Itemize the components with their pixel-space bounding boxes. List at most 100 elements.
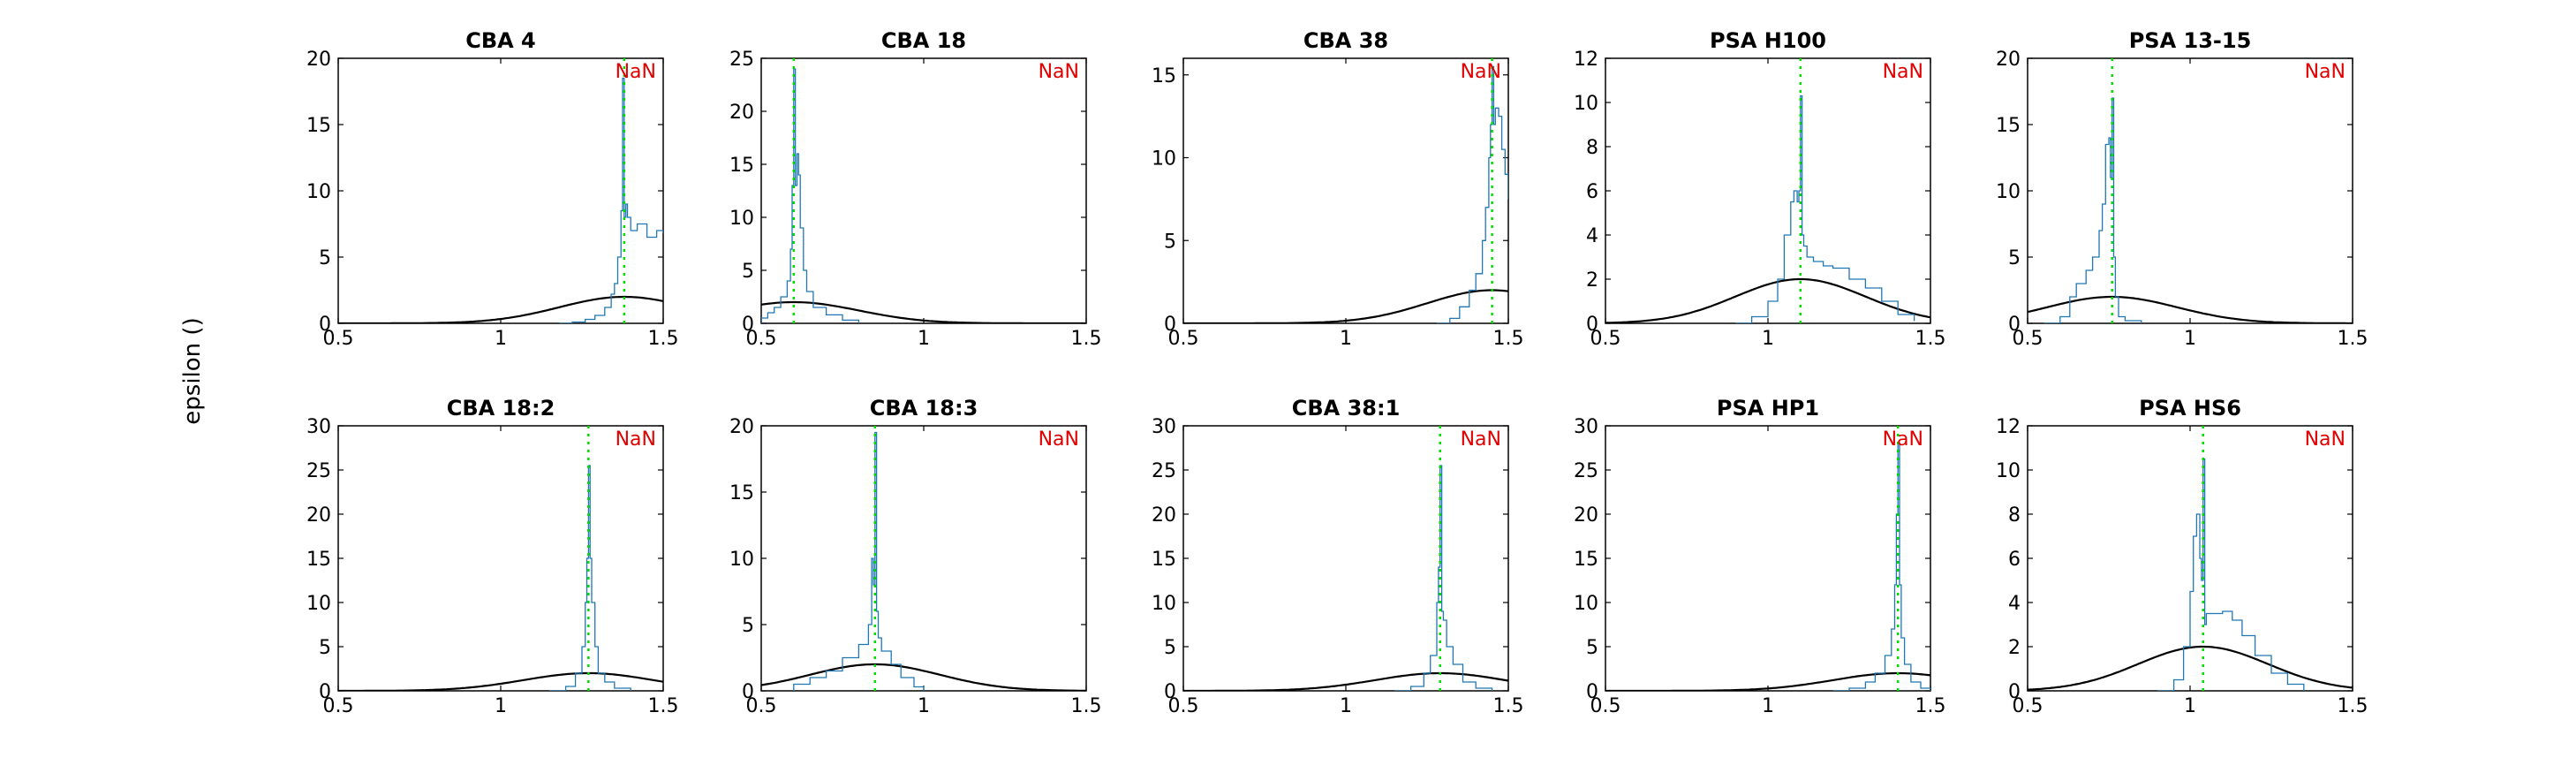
axes-box — [2027, 57, 2353, 324]
x-tick-label: 0.5 — [2013, 328, 2043, 350]
y-tick-label: 5 — [319, 637, 331, 659]
subplot-2: CBA 18 0.5 1 1.5 0 5 10 15 20 25 NaN — [729, 28, 1102, 350]
gaussian-fit-line — [1183, 671, 1508, 691]
histogram-series — [1394, 465, 1493, 691]
subplot-title: CBA 4 — [465, 28, 536, 53]
subplot-title: CBA 18:3 — [870, 396, 978, 421]
y-tick-label: 5 — [319, 247, 331, 269]
subplot-5: PSA 13-15 0.5 1 1.5 0 5 10 15 20 NaN — [1996, 28, 2368, 350]
gaussian-fit-line — [338, 295, 663, 323]
y-tick-label: 4 — [2008, 593, 2021, 615]
y-tick-label: 0 — [319, 314, 331, 336]
axes-box — [1182, 57, 1509, 324]
x-tick-label: 1.5 — [2338, 695, 2368, 717]
axes-box — [1605, 425, 1931, 692]
y-tick-label: 25 — [729, 49, 754, 71]
nan-annotation: NaN — [1039, 428, 1079, 451]
subplot-9: PSA HP1 0.5 1 1.5 0 5 10 15 20 25 30 NaN — [1574, 396, 1946, 717]
axes-box — [337, 57, 664, 324]
nan-annotation: NaN — [616, 61, 656, 83]
nan-annotation: NaN — [616, 428, 656, 451]
x-tick-label: 1.5 — [2338, 328, 2368, 350]
x-tick-label: 1 — [495, 695, 507, 717]
x-tick-label: 0.5 — [746, 695, 777, 717]
y-tick-label: 0 — [319, 681, 331, 703]
x-tick-label: 0.5 — [1590, 328, 1621, 350]
subplot-title: CBA 18:2 — [447, 396, 555, 421]
x-tick-label: 0.5 — [323, 695, 354, 717]
y-tick-label: 20 — [306, 49, 331, 71]
gaussian-fit-line — [2028, 295, 2353, 323]
y-tick-label: 12 — [1996, 416, 2021, 438]
nan-annotation: NaN — [1883, 61, 1923, 83]
y-tick-label: 25 — [306, 460, 331, 482]
x-tick-label: 0.5 — [323, 328, 354, 350]
x-tick-label: 0.5 — [746, 328, 777, 350]
y-tick-label: 5 — [1164, 231, 1176, 253]
y-tick-label: 15 — [729, 155, 754, 177]
y-tick-label: 10 — [1152, 593, 1176, 615]
x-tick-label: 0.5 — [2013, 695, 2043, 717]
y-tick-label: 10 — [1574, 593, 1598, 615]
nan-annotation: NaN — [2305, 61, 2346, 83]
subplot-title: PSA HS6 — [2139, 396, 2241, 421]
y-tick-label: 20 — [306, 504, 331, 527]
x-tick-label: 0.5 — [1590, 695, 1621, 717]
y-tick-label: 5 — [1586, 637, 1598, 659]
x-tick-label: 1.5 — [1915, 328, 1946, 350]
histogram-series — [1437, 65, 1508, 323]
x-tick-label: 1.5 — [648, 695, 679, 717]
subplot-7: CBA 18:3 0.5 1 1.5 0 5 10 15 20 NaN — [729, 396, 1102, 717]
nan-annotation: NaN — [1039, 61, 1079, 83]
y-tick-label: 0 — [2008, 314, 2021, 336]
x-tick-label: 1 — [2184, 695, 2196, 717]
nan-annotation: NaN — [1883, 428, 1923, 451]
y-tick-label: 25 — [1574, 460, 1598, 482]
gaussian-fit-line — [1605, 277, 1930, 323]
y-tick-label: 30 — [1574, 416, 1598, 438]
y-axis-label: epsilon () — [179, 317, 206, 424]
y-tick-label: 15 — [1152, 549, 1176, 571]
nan-annotation: NaN — [2305, 428, 2346, 451]
histogram-series — [559, 77, 663, 323]
y-tick-label: 20 — [1996, 49, 2021, 71]
histogram-series — [2043, 97, 2142, 323]
y-tick-label: 10 — [306, 593, 331, 615]
subplot-1: CBA 4 0.5 1 1.5 0 5 10 15 20 NaN — [306, 28, 679, 350]
x-tick-label: 1.5 — [1915, 695, 1946, 717]
y-tick-label: 5 — [742, 261, 754, 283]
y-tick-label: 10 — [1996, 181, 2021, 203]
x-tick-label: 1 — [1762, 328, 1774, 350]
y-tick-label: 4 — [1586, 225, 1598, 247]
gaussian-fit-line — [761, 663, 1086, 691]
y-tick-label: 15 — [306, 115, 331, 137]
x-tick-label: 1.5 — [648, 328, 679, 350]
y-tick-label: 30 — [1152, 416, 1176, 438]
subplot-4: PSA H100 0.5 1 1.5 0 2 4 6 8 10 12 NaN — [1574, 28, 1946, 350]
y-tick-label: 10 — [1996, 460, 2021, 482]
x-tick-label: 1.5 — [1071, 695, 1102, 717]
subplot-10: PSA HS6 0.5 1 1.5 0 2 4 6 8 10 12 NaN — [1996, 396, 2368, 717]
histogram-series — [761, 68, 860, 323]
y-tick-label: 10 — [729, 549, 754, 571]
subplot-6: CBA 18:2 0.5 1 1.5 0 5 10 15 20 25 30 NaN — [306, 396, 679, 717]
subplot-3: CBA 38 0.5 1 1.5 0 5 10 15 NaN — [1152, 28, 1524, 350]
y-tick-label: 20 — [729, 102, 754, 124]
x-tick-label: 1.5 — [1493, 328, 1524, 350]
subplot-title: PSA 13-15 — [2129, 28, 2252, 53]
x-tick-label: 0.5 — [1168, 695, 1199, 717]
y-tick-label: 0 — [742, 681, 754, 703]
y-tick-label: 5 — [1164, 637, 1176, 659]
gaussian-fit-line — [1183, 289, 1508, 323]
axes-box — [2027, 425, 2353, 692]
gaussian-fit-line — [761, 300, 1086, 323]
histogram-series — [1735, 95, 1915, 323]
x-tick-label: 1 — [1762, 695, 1774, 717]
y-tick-label: 10 — [1152, 148, 1176, 171]
y-tick-label: 0 — [1586, 681, 1598, 703]
y-tick-label: 8 — [2008, 504, 2021, 527]
y-tick-label: 10 — [729, 208, 754, 230]
y-tick-label: 10 — [306, 181, 331, 203]
